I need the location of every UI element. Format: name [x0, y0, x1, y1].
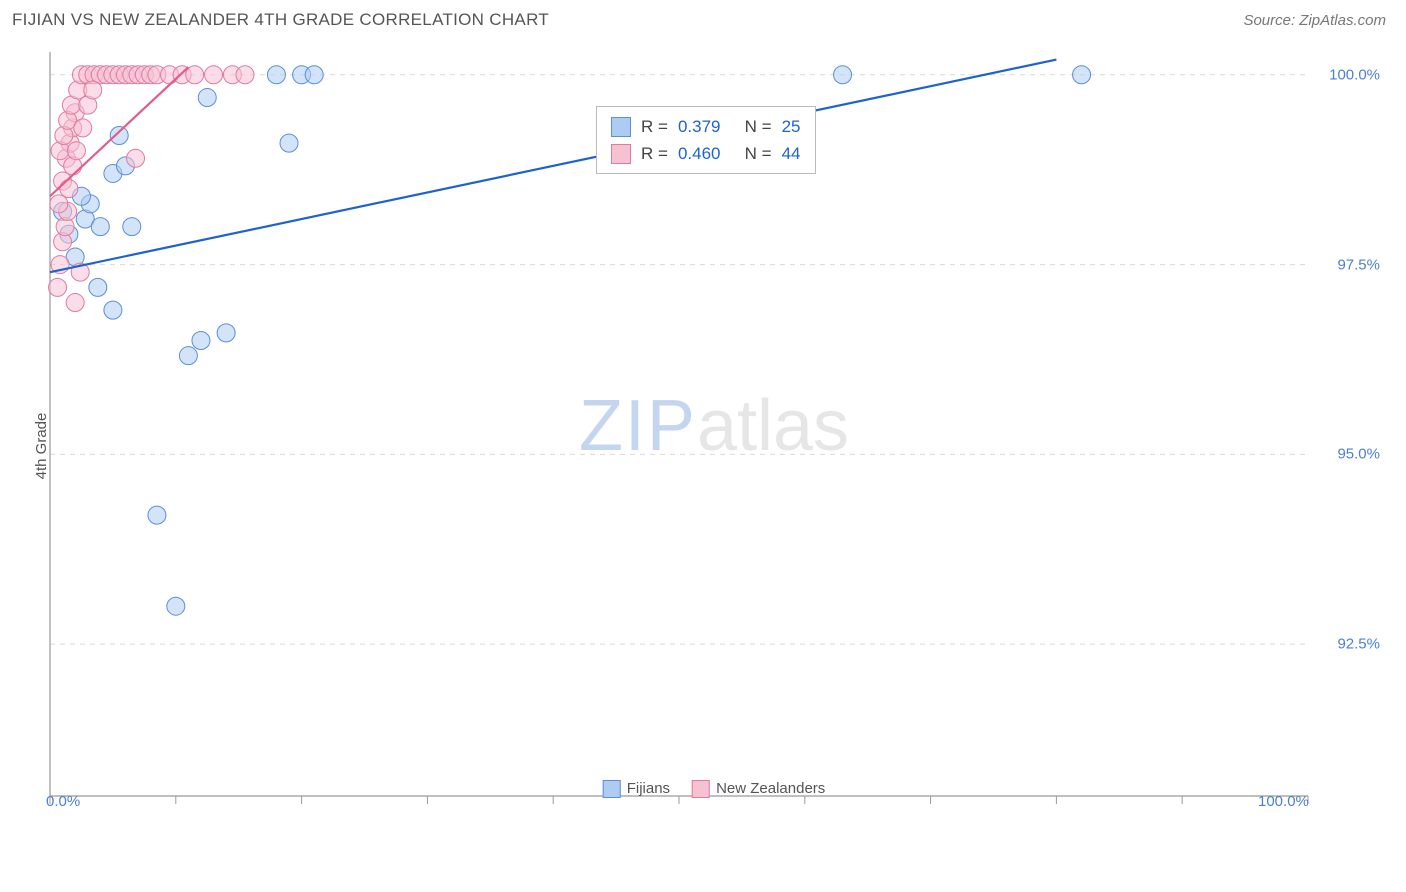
y-tick-label: 92.5%	[1337, 636, 1380, 653]
y-tick-label: 100.0%	[1329, 66, 1380, 83]
stat-row: R = 0.460 N = 44	[611, 140, 801, 167]
stat-n-value: 44	[782, 140, 801, 167]
source-label: Source: ZipAtlas.com	[1243, 12, 1386, 29]
chart-title: FIJIAN VS NEW ZEALANDER 4TH GRADE CORREL…	[12, 10, 549, 30]
legend-item: Fijians	[603, 780, 670, 798]
x-tick-label: 100.0%	[1258, 793, 1309, 810]
legend-item: New Zealanders	[692, 780, 825, 798]
legend-label: Fijians	[627, 780, 670, 797]
correlation-stats-box: R = 0.379 N = 25 R = 0.460 N = 44	[596, 106, 816, 174]
y-tick-label: 97.5%	[1337, 256, 1380, 273]
legend-label: New Zealanders	[716, 780, 825, 797]
stat-swatch	[611, 117, 631, 137]
stat-r-value: 0.460	[678, 140, 721, 167]
legend-swatch	[603, 780, 621, 798]
chart-header: FIJIAN VS NEW ZEALANDER 4TH GRADE CORREL…	[0, 0, 1406, 40]
legend-bottom: Fijians New Zealanders	[603, 780, 826, 798]
chart-area: ZIPatlas 92.5%95.0%97.5%100.0% 0.0%100.0…	[44, 46, 1384, 806]
stat-row: R = 0.379 N = 25	[611, 113, 801, 140]
stat-swatch	[611, 144, 631, 164]
legend-swatch	[692, 780, 710, 798]
stat-r-value: 0.379	[678, 113, 721, 140]
y-tick-label: 95.0%	[1337, 446, 1380, 463]
x-tick-label: 0.0%	[46, 793, 80, 810]
stat-n-value: 25	[782, 113, 801, 140]
